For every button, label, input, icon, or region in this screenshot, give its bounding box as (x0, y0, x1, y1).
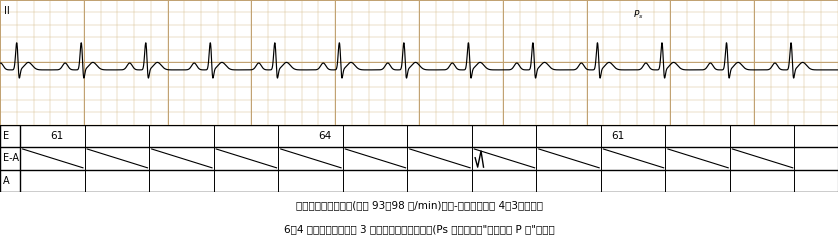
Text: A: A (3, 176, 10, 186)
Text: 6：4 传导、房性早搏伴 3 相性左心房内传导阻滞(Ps 提早出现呈"二尖瓣型 P 波"特点）: 6：4 传导、房性早搏伴 3 相性左心房内传导阻滞(Ps 提早出现呈"二尖瓣型 … (283, 224, 555, 234)
Text: 加速的房性逸搏心律(频率 93～98 次/min)伴异-肌交接区外出 4：3～顿挫型: 加速的房性逸搏心律(频率 93～98 次/min)伴异-肌交接区外出 4：3～顿… (296, 200, 542, 210)
Text: E: E (3, 131, 9, 141)
Text: $P_s$: $P_s$ (633, 9, 644, 21)
Text: 61: 61 (612, 131, 625, 141)
Text: E-A: E-A (3, 153, 19, 163)
Text: II: II (4, 6, 10, 16)
Text: 64: 64 (318, 131, 332, 141)
Text: 61: 61 (50, 131, 64, 141)
